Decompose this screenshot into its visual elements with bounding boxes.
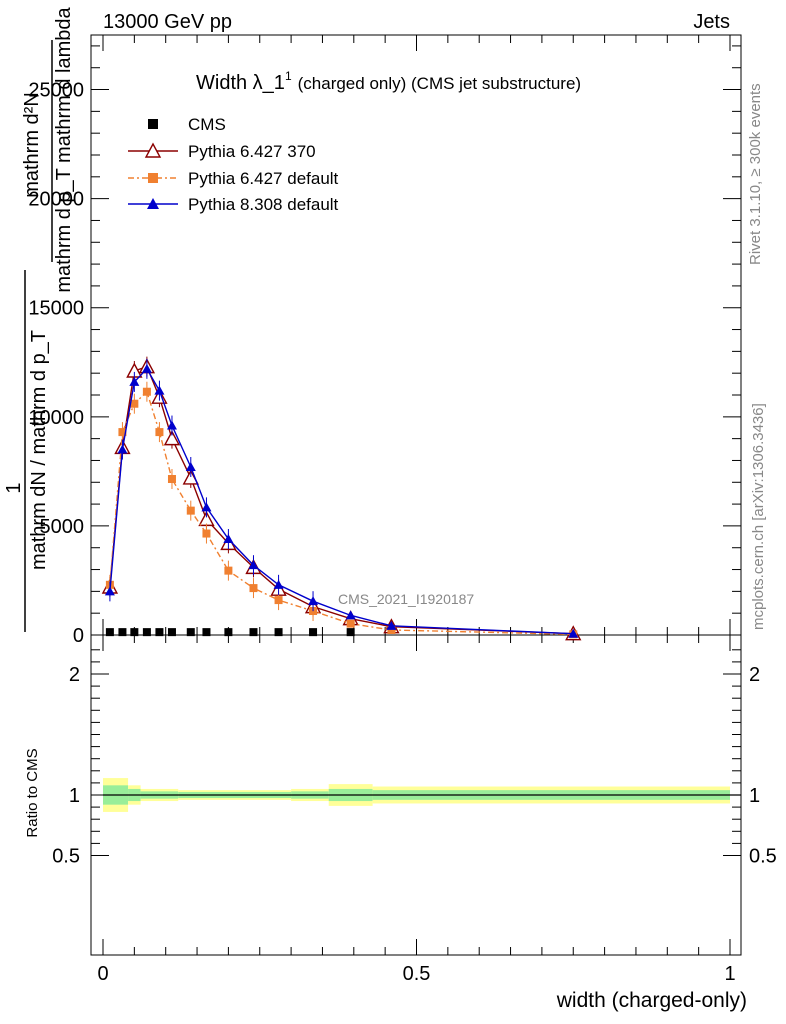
header-jets: Jets: [693, 11, 730, 33]
data-point: [202, 529, 211, 538]
analysis-watermark: CMS_2021_I1920187: [338, 591, 474, 607]
y-label-norm: mathrm dN / mathrm d p_T: [28, 330, 50, 570]
y-axis-label: mathrm d²N mathrm d p_T mathrm d lambda …: [3, 6, 75, 632]
data-point: [129, 376, 140, 386]
y-tick-label: 5000: [40, 516, 85, 538]
y-tick-label: 15000: [28, 298, 84, 320]
y-label-one: 1: [3, 482, 25, 493]
series-line: [109, 390, 574, 636]
ratio-tick-label: 2: [69, 664, 80, 686]
legend-item: Pythia 8.308 default: [128, 195, 339, 214]
data-point: [142, 628, 151, 637]
data-point: [249, 584, 258, 593]
x-tick-label: 1: [724, 963, 735, 985]
data-point: [144, 142, 162, 158]
ratio-tick-label-right: 2: [749, 664, 760, 686]
data-point: [155, 428, 164, 437]
ratio-bands: [103, 778, 741, 812]
legend-label: CMS: [188, 115, 226, 134]
axis-ticks: 0 0.5 1 0 5000 10000 15000 20000 25000 0.5 0.5 1 1 2 2: [28, 35, 777, 985]
data-point: [163, 430, 181, 446]
data-point: [224, 628, 233, 637]
data-point: [118, 428, 127, 437]
data-point: [274, 628, 283, 637]
mcplots-label: mcplots.cern.ch [arXiv:1306.3436]: [750, 403, 767, 630]
ratio-y-label: Ratio to CMS: [24, 748, 41, 837]
legend-label: Pythia 6.427 default: [188, 169, 339, 188]
data-point: [142, 387, 151, 396]
x-tick-label: 0: [97, 963, 108, 985]
data-point: [186, 628, 195, 637]
data-point: [201, 502, 212, 512]
data-point: [155, 628, 164, 637]
series-pythia-8-308-default: [104, 358, 579, 638]
y-label-num: mathrm d²N: [21, 92, 43, 198]
y-tick-label: 10000: [28, 407, 84, 429]
data-point: [167, 628, 176, 637]
data-point: [224, 566, 233, 575]
legend: CMS Pythia 6.427 370 Pythia 6.427 default P…: [128, 115, 339, 214]
data-point: [386, 620, 397, 630]
ratio-tick-label: 0.5: [52, 846, 80, 868]
x-tick-label: 0.5: [403, 963, 431, 985]
plot-title: Width λ_11 (charged only) (CMS jet substr…: [196, 69, 581, 94]
data-point: [309, 628, 318, 637]
y-label-den: mathrm d p_T mathrm d lambda: [53, 6, 75, 292]
data-point: [346, 628, 355, 637]
data-point: [147, 198, 159, 209]
data-point: [346, 619, 355, 628]
legend-label: Pythia 8.308 default: [188, 195, 339, 214]
data-point: [118, 628, 127, 637]
y-tick-label: 25000: [28, 80, 84, 102]
data-point: [186, 506, 195, 515]
data-point: [130, 628, 139, 637]
series-group: [101, 356, 582, 641]
data-point: [166, 420, 177, 430]
data-point: [105, 628, 114, 637]
y-tick-label: 0: [73, 625, 84, 647]
data-point: [141, 363, 152, 373]
x-axis-label: width (charged-only): [556, 989, 747, 1012]
data-point: [308, 596, 319, 606]
data-point: [223, 534, 234, 543]
data-point: [130, 399, 139, 408]
data-point: [154, 385, 165, 395]
rivet-label: Rivet 3.1.10, ≥ 300k events: [747, 83, 764, 265]
legend-item: Pythia 6.427 370: [128, 142, 316, 161]
legend-item: CMS: [148, 115, 226, 134]
ratio-tick-label: 1: [69, 785, 80, 807]
data-point: [167, 475, 176, 483]
data-point: [345, 610, 356, 620]
data-point: [185, 462, 196, 471]
data-point: [148, 119, 158, 129]
legend-label: Pythia 6.427 370: [188, 142, 316, 161]
data-point: [104, 586, 115, 596]
data-point: [249, 628, 258, 637]
data-point: [248, 560, 259, 570]
data-point: [568, 628, 579, 638]
data-point: [273, 579, 284, 589]
data-point: [117, 444, 128, 454]
legend-item: Pythia 6.427 default: [128, 169, 339, 188]
series-cms: [105, 628, 355, 637]
y-tick-label: 20000: [28, 189, 84, 211]
ratio-tick-label-right: 0.5: [749, 846, 777, 868]
data-point: [148, 173, 158, 183]
data-point: [387, 625, 396, 634]
data-point: [274, 596, 283, 605]
ratio-tick-label-right: 1: [749, 785, 760, 807]
header-energy: 13000 GeV pp: [103, 11, 232, 33]
data-point: [202, 628, 211, 637]
